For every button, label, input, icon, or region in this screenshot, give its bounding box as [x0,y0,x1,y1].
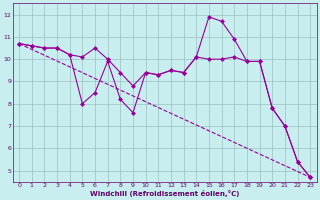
X-axis label: Windchill (Refroidissement éolien,°C): Windchill (Refroidissement éolien,°C) [90,190,239,197]
